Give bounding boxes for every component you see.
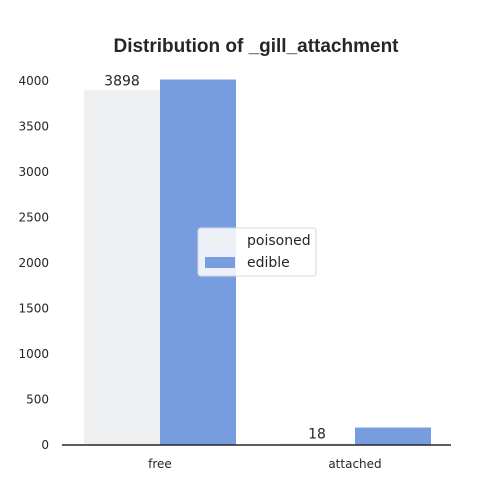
bar-poisoned-attached [279, 443, 355, 445]
legend-label-poisoned: poisoned [247, 233, 311, 249]
bars [84, 79, 431, 446]
y-tick-label: 2500 [18, 211, 49, 225]
y-tick-label: 500 [26, 393, 49, 407]
x-tick-label: attached [328, 457, 381, 471]
x-axis: free attached [148, 457, 382, 471]
chart-title: Distribution of _gill_attachment [113, 36, 399, 57]
legend-swatch-poisoned [205, 235, 235, 246]
y-tick-label: 3500 [18, 120, 49, 134]
y-tick-label: 0 [41, 438, 49, 452]
data-label: 3898 [104, 73, 140, 89]
y-tick-label: 2000 [18, 256, 49, 270]
y-tick-label: 1500 [18, 302, 49, 316]
y-tick-label: 1000 [18, 347, 49, 361]
legend: poisoned edible [197, 227, 317, 277]
bar-edible-attached [355, 427, 431, 445]
y-tick-label: 4000 [18, 74, 49, 88]
bar-poisoned-free [84, 90, 160, 446]
legend-swatch-edible [205, 257, 235, 268]
data-label: 18 [308, 426, 326, 442]
x-tick-label: free [148, 457, 172, 471]
y-tick-label: 3000 [18, 165, 49, 179]
data-labels: 3898 18 [104, 73, 326, 442]
y-axis: 0 500 1000 1500 2000 2500 3000 3500 4000 [18, 74, 49, 452]
legend-label-edible: edible [247, 255, 290, 271]
